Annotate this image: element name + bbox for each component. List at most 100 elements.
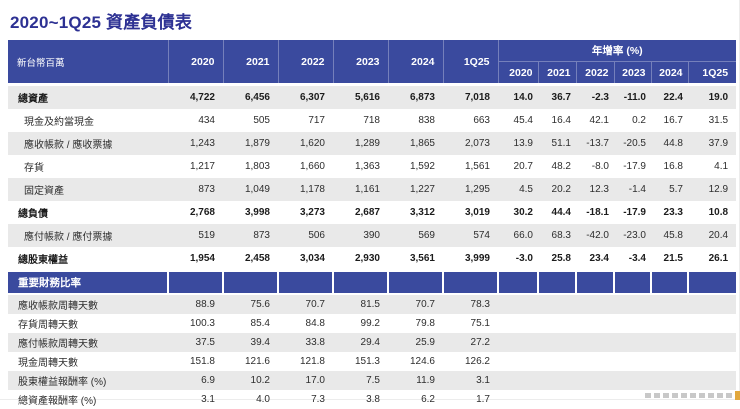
value-cell: 1,865 [388, 132, 443, 155]
row-label: 現金周轉天數 [18, 358, 78, 369]
yoy-cell: 21.5 [663, 253, 683, 264]
value-cell: 434 [198, 115, 215, 126]
yoy-cell: 45.8 [651, 224, 688, 247]
yoy-cell: -8.0 [591, 161, 609, 172]
yoy-cell [498, 371, 538, 390]
col-header-2021: 2021 [222, 40, 278, 85]
yoy-cell: -2.3 [576, 83, 614, 109]
yoy-cell: -18.1 [586, 207, 609, 218]
value-cell: 3,998 [244, 207, 270, 218]
yoy-cell: 16.4 [551, 115, 571, 126]
value-cell: 11.9 [388, 371, 443, 390]
yoy-cell: -17.9 [623, 161, 646, 172]
yoy-cell: 37.9 [688, 132, 737, 155]
yoy-cell: -1.4 [614, 178, 651, 201]
value-cell: 1,227 [388, 178, 443, 201]
yoy-cell: 23.3 [663, 207, 683, 218]
yoy-cell [651, 294, 688, 314]
yoy-cell [688, 371, 737, 390]
yoy-cell: 14.0 [498, 83, 538, 109]
yoy-col-header-2024: 2024 [650, 61, 688, 85]
yoy-cell: 20.2 [538, 178, 576, 201]
value-cell: 1,660 [299, 161, 325, 172]
table-row: 總資產 4,722 6,456 6,307 5,616 6,873 7,018 14.0 36.… [8, 83, 737, 109]
ratio-row: 現金周轉天數 151.8 121.6 121.8 151.3 124.6 126.2 [8, 352, 736, 371]
value-cell: 70.7 [388, 294, 443, 314]
table-row: 總股東權益 1,954 2,458 3,034 2,930 3,561 3,999 -3.0 2… [8, 247, 736, 271]
col-header-2024: 2024 [387, 40, 443, 85]
row-label: 應付帳款 / 應付票據 [8, 224, 168, 247]
value-cell: 1,243 [168, 132, 223, 155]
yoy-cell: 26.1 [708, 253, 729, 264]
row-label: 固定資產 [8, 178, 168, 201]
value-cell: 1,289 [333, 132, 388, 155]
col-header-2022: 2022 [277, 40, 333, 85]
yoy-col-header-2020: 2020 [497, 61, 538, 85]
yoy-cell [688, 314, 736, 333]
yoy-cell [576, 371, 614, 390]
section-header-row: 重要財務比率 [8, 270, 737, 295]
yoy-cell: 0.2 [632, 115, 646, 126]
unit-label: 新台幣百萬 [8, 40, 168, 85]
value-cell: 88.9 [168, 294, 223, 314]
yoy-cell [614, 333, 651, 352]
yoy-cell: -11.0 [614, 83, 651, 109]
yoy-cell: -13.7 [576, 132, 614, 155]
value-cell: 121.6 [244, 356, 270, 367]
value-cell: 2,768 [189, 207, 215, 218]
value-cell: 121.8 [299, 356, 325, 367]
value-cell: 99.2 [360, 318, 380, 329]
value-cell: 7.5 [333, 371, 388, 390]
value-cell: 3,034 [299, 253, 325, 264]
value-cell: 7,018 [443, 83, 498, 109]
yoy-cell: 30.2 [513, 207, 533, 218]
row-label: 股東權益報酬率 (%) [8, 371, 168, 390]
value-cell: 27.2 [443, 333, 498, 352]
row-label: 存貨 [24, 163, 44, 174]
value-cell: 574 [443, 224, 498, 247]
yoy-cell: -3.0 [515, 253, 533, 264]
value-cell: 151.3 [354, 356, 380, 367]
value-cell: 1,803 [244, 161, 270, 172]
table-row: 固定資產 873 1,049 1,178 1,161 1,227 1,295 4.5 20.2 1… [8, 178, 737, 201]
yoy-cell: -3.4 [628, 253, 646, 264]
yoy-cell [576, 333, 614, 352]
value-cell: 75.1 [470, 318, 490, 329]
value-cell: 1,620 [278, 132, 333, 155]
value-cell: 1,561 [464, 161, 490, 172]
table-row: 應收帳款 / 應收票據 1,243 1,879 1,620 1,289 1,865 2,07… [8, 132, 737, 155]
yoy-col-header-2021: 2021 [537, 61, 576, 85]
yoy-cell: 5.7 [651, 178, 688, 201]
yoy-cell: 19.0 [688, 83, 737, 109]
value-cell: 1,592 [409, 161, 435, 172]
yoy-cell [576, 294, 614, 314]
yoy-cell: -23.0 [614, 224, 651, 247]
value-cell: 1,363 [354, 161, 380, 172]
yoy-cell: 4.1 [714, 161, 729, 172]
value-cell: 838 [418, 115, 435, 126]
value-cell: 85.4 [250, 318, 270, 329]
yoy-cell: 16.7 [663, 115, 683, 126]
value-cell: 519 [168, 224, 223, 247]
table-row: 總負債 2,768 3,998 3,273 2,687 3,312 3,019 30.2 44.… [8, 201, 736, 224]
yoy-cell: 48.2 [551, 161, 571, 172]
table-row: 應付帳款 / 應付票據 519 873 506 390 569 574 66.0 68.3 -42… [8, 224, 737, 247]
row-label: 應付帳款周轉天數 [8, 333, 168, 352]
col-header-2020: 2020 [167, 40, 223, 85]
value-cell: 717 [308, 115, 325, 126]
yoy-cell [498, 294, 538, 314]
yoy-cell [576, 352, 614, 371]
yoy-cell: 23.4 [589, 253, 609, 264]
yoy-cell [498, 352, 538, 371]
logo-fragment [735, 391, 740, 400]
value-cell: 4,722 [168, 83, 223, 109]
value-cell: 81.5 [333, 294, 388, 314]
yoy-cell: 66.0 [498, 224, 538, 247]
value-cell: 100.3 [189, 318, 215, 329]
value-cell: 3.1 [443, 371, 498, 390]
yoy-cell [651, 314, 688, 333]
value-cell: 6,307 [278, 83, 333, 109]
row-label: 應收帳款周轉天數 [8, 294, 168, 314]
yoy-cell: 36.7 [538, 83, 576, 109]
value-cell: 1,161 [333, 178, 388, 201]
